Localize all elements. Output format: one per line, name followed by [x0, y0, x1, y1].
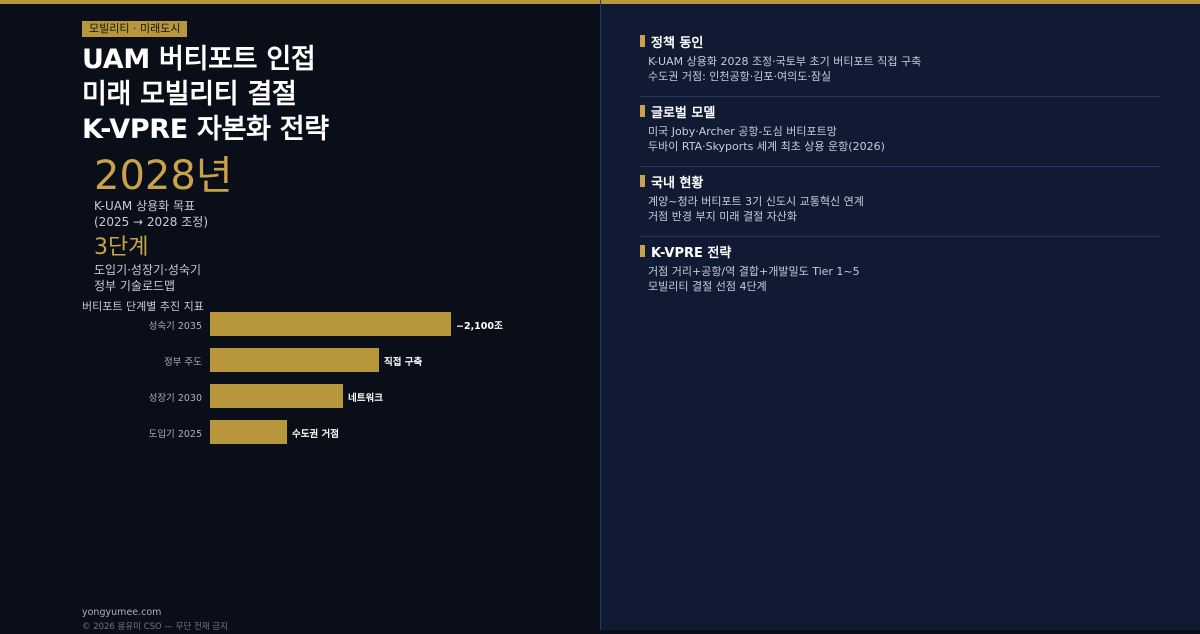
- section-title: 글로벌 모델: [651, 105, 716, 121]
- title-line: K-VPRE 자본화 전략: [82, 114, 329, 145]
- bar-data-label: 수도권 거점: [292, 429, 340, 440]
- section-divider: [640, 96, 1161, 97]
- bar-chart: 성숙기 2035 ~2,100조 정부 주도 직접 구축 성장기 2030 네트워크 도입기…: [0, 4, 600, 634]
- section-marker: [640, 35, 645, 47]
- panel-divider: [600, 0, 601, 630]
- footer-site: yongyumee.com: [82, 607, 162, 618]
- footer-copyright: © 2026 용유미 CSO — 무단 전재 금지: [82, 622, 228, 632]
- bar: [210, 312, 451, 336]
- secondary-stat-label: 도입기·성장기·성숙기 정부 기술로드맵: [94, 262, 201, 294]
- primary-stat-label-line: K-UAM 상용화 목표: [94, 199, 196, 213]
- page-title: UAM 버티포트 인접 미래 모빌리티 결절 K-VPRE 자본화 전략: [82, 42, 562, 147]
- secondary-stat-value: 3단계: [94, 235, 149, 260]
- bar: [210, 420, 287, 444]
- primary-stat-label-line: (2025 → 2028 조정): [94, 215, 209, 229]
- section-line: 거점 반경 부지 미래 결절 자산화: [648, 210, 798, 223]
- bar-category-label: 도입기 2025: [148, 429, 202, 440]
- section-marker: [640, 245, 645, 257]
- section-divider: [640, 236, 1161, 237]
- bar-category-label: 성숙기 2035: [148, 321, 202, 332]
- section-marker: [640, 175, 645, 187]
- section-marker: [640, 105, 645, 117]
- bar-data-label: 네트워크: [348, 393, 383, 404]
- section-line: 미국 Joby·Archer 공항-도심 버티포트망: [648, 125, 837, 138]
- bar-data-label: ~2,100조: [456, 321, 503, 332]
- bar: [210, 348, 379, 372]
- section-global: 글로벌 모델 미국 Joby·Archer 공항-도심 버티포트망 두바이 RT…: [640, 102, 1161, 154]
- title-line: UAM 버티포트 인접: [82, 44, 316, 75]
- section-divider: [640, 166, 1161, 167]
- primary-stat-value: 2028년: [94, 153, 233, 199]
- section-line: 계양~청라 버티포트 3기 신도시 교통혁신 연계: [648, 195, 864, 208]
- right-panel: [601, 0, 1200, 630]
- section-line: 거점 거리+공항/역 결합+개발밀도 Tier 1~5: [648, 265, 860, 278]
- section-line: 두바이 RTA·Skyports 세계 최초 상용 운항(2026): [648, 140, 885, 153]
- section-line: K-UAM 상용화 2028 조정·국토부 초기 버티포트 직접 구축: [648, 55, 922, 68]
- section-strategy: K-VPRE 전략 거점 거리+공항/역 결합+개발밀도 Tier 1~5 모빌…: [640, 242, 1161, 294]
- bar-category-label: 정부 주도: [164, 357, 202, 368]
- category-tag: 모빌리티 · 미래도시: [82, 21, 188, 37]
- section-line: 수도권 거점: 인천공항·김포·여의도·잠실: [648, 70, 832, 83]
- section-line: 모빌리티 결절 선점 4단계: [648, 280, 767, 293]
- chart-title: 버티포트 단계별 추진 지표: [82, 300, 204, 313]
- section-domestic: 국내 현황 계양~청라 버티포트 3기 신도시 교통혁신 연계 거점 반경 부지…: [640, 172, 1161, 224]
- section-title: 정책 동인: [651, 35, 704, 51]
- bar-data-label: 직접 구축: [384, 357, 423, 368]
- section-title: K-VPRE 전략: [651, 245, 732, 261]
- bar-category-label: 성장기 2030: [148, 393, 202, 404]
- section-title: 국내 현황: [651, 175, 704, 191]
- secondary-stat-label-line: 정부 기술로드맵: [94, 279, 176, 293]
- bar: [210, 384, 343, 408]
- primary-stat-label: K-UAM 상용화 목표 (2025 → 2028 조정): [94, 198, 208, 230]
- left-panel: 모빌리티 · 미래도시 UAM 버티포트 인접 미래 모빌리티 결절 K-VPR…: [0, 0, 600, 632]
- section-policy: 정책 동인 K-UAM 상용화 2028 조정·국토부 초기 버티포트 직접 구…: [640, 32, 1161, 84]
- title-line: 미래 모빌리티 결절: [82, 79, 297, 110]
- secondary-stat-label-line: 도입기·성장기·성숙기: [94, 263, 201, 277]
